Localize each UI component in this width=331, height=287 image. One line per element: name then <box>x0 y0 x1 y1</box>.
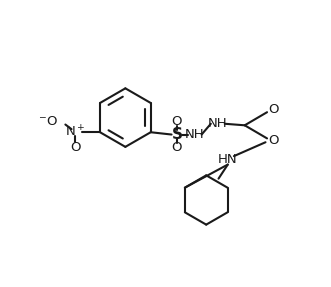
Text: NH: NH <box>185 128 205 141</box>
Text: NH: NH <box>208 117 228 130</box>
Text: O: O <box>172 115 182 128</box>
Text: HN: HN <box>218 153 238 166</box>
Text: O: O <box>172 141 182 154</box>
Text: N$^+$: N$^+$ <box>65 125 86 140</box>
Text: $^{-}$O: $^{-}$O <box>38 115 59 128</box>
Text: O: O <box>269 103 279 117</box>
Text: S: S <box>171 127 182 142</box>
Text: O: O <box>269 134 279 147</box>
Text: O: O <box>70 141 81 154</box>
